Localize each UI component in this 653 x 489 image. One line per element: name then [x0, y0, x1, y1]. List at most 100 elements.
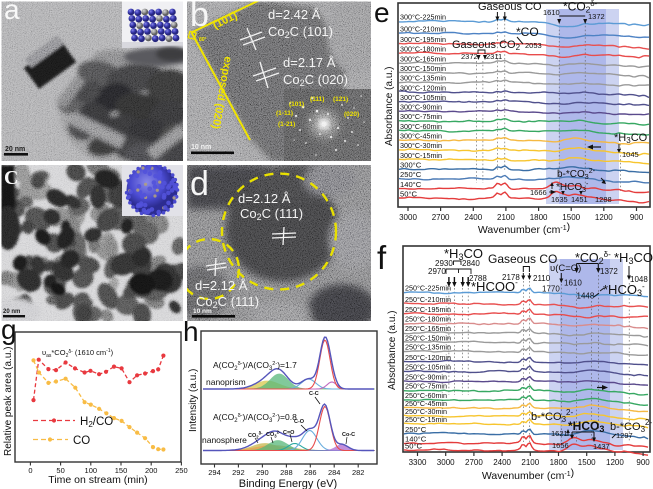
svg-text:250°C-45min: 250°C-45min: [405, 399, 447, 408]
svg-text:20 nm: 20 nm: [3, 309, 20, 315]
svg-text:e: e: [374, 0, 390, 28]
svg-text:250°C-30min: 250°C-30min: [405, 407, 447, 416]
svg-text:250°C-135min: 250°C-135min: [405, 343, 451, 352]
svg-text:1288: 1288: [595, 195, 612, 204]
svg-text:150: 150: [115, 466, 128, 475]
svg-text:1297: 1297: [616, 431, 633, 440]
svg-text:1437: 1437: [593, 442, 610, 451]
svg-text:2930: 2930: [435, 259, 453, 268]
svg-text:0: 0: [28, 466, 32, 475]
svg-text:1770: 1770: [542, 285, 560, 294]
svg-text:nanoprism: nanoprism: [206, 377, 246, 387]
svg-text:1451: 1451: [571, 195, 588, 204]
svg-text:300°C-120min: 300°C-120min: [400, 83, 446, 92]
svg-text:Gaseous CO: Gaseous CO: [488, 252, 557, 266]
svg-text:250°C-225min: 250°C-225min: [405, 284, 451, 293]
svg-text:(1-11): (1-11): [276, 110, 293, 117]
svg-text:300°C: 300°C: [400, 161, 422, 170]
svg-text:250°C-75min: 250°C-75min: [405, 382, 447, 391]
svg-text:Gaseous CO: Gaseous CO: [478, 1, 542, 13]
svg-text:C-C: C-C: [309, 391, 319, 397]
svg-text:1800: 1800: [530, 213, 548, 222]
svg-text:Co2C (111): Co2C (111): [196, 294, 259, 310]
svg-text:*HCO3-: *HCO3-: [603, 282, 645, 298]
svg-text:f: f: [377, 239, 387, 276]
svg-text:Binding Energy (eV): Binding Energy (eV): [239, 478, 337, 489]
svg-text:292: 292: [232, 468, 245, 477]
svg-text:2100: 2100: [497, 213, 515, 222]
svg-text:250°C-15min: 250°C-15min: [405, 415, 447, 424]
svg-text:2100: 2100: [521, 458, 539, 467]
svg-text:2700: 2700: [432, 213, 450, 222]
svg-text:*H3CO: *H3CO: [444, 246, 483, 262]
svg-text:100: 100: [85, 466, 98, 475]
svg-text:300°C-165min: 300°C-165min: [400, 54, 446, 63]
svg-text:d=2.42 Å: d=2.42 Å: [268, 7, 321, 22]
svg-text:*HCOO-: *HCOO-: [471, 278, 518, 294]
svg-text:288: 288: [280, 468, 293, 477]
svg-text:C: C: [4, 167, 18, 189]
svg-text:Co2C (020): Co2C (020): [283, 72, 348, 88]
svg-text:Intensity (a.u.): Intensity (a.u.): [188, 369, 199, 432]
svg-text:300°C-15min: 300°C-15min: [400, 151, 442, 160]
svg-text:250°C-195min: 250°C-195min: [405, 305, 451, 314]
svg-text:g: g: [1, 314, 17, 345]
svg-text:1045: 1045: [622, 150, 639, 159]
svg-text:1621: 1621: [551, 429, 568, 438]
svg-text:900: 900: [636, 458, 650, 467]
svg-text:3000: 3000: [399, 213, 417, 222]
svg-text:1500: 1500: [562, 213, 580, 222]
svg-text:50°C: 50°C: [405, 441, 422, 450]
svg-text:250°C-60min: 250°C-60min: [405, 391, 447, 400]
svg-text:1372: 1372: [600, 267, 618, 276]
svg-text:*CO2δ-: *CO2δ-: [563, 0, 598, 15]
svg-text:300°C-225min: 300°C-225min: [400, 13, 446, 22]
svg-text:300°C-75min: 300°C-75min: [400, 112, 442, 121]
svg-text:(111): (111): [310, 96, 324, 103]
svg-text:CO: CO: [73, 435, 90, 447]
svg-text:1372: 1372: [588, 12, 605, 21]
svg-text:250°C-150min: 250°C-150min: [405, 333, 451, 342]
svg-text:*H3CO: *H3CO: [614, 132, 648, 145]
svg-text:Time on stream (min): Time on stream (min): [48, 474, 147, 486]
svg-text:140°C: 140°C: [400, 180, 422, 189]
svg-text:1048: 1048: [630, 275, 648, 284]
svg-text:290: 290: [256, 468, 269, 477]
svg-text:2700: 2700: [465, 458, 483, 467]
svg-text:2400: 2400: [464, 213, 482, 222]
svg-text:1200: 1200: [606, 458, 624, 467]
svg-text:250°C-180min: 250°C-180min: [405, 315, 451, 324]
svg-text:286: 286: [304, 468, 317, 477]
svg-text:300°C-60min: 300°C-60min: [400, 122, 442, 131]
svg-text:Co-C: Co-C: [342, 432, 355, 438]
svg-text:nanosphere: nanosphere: [202, 435, 247, 445]
svg-text:2788: 2788: [469, 274, 487, 283]
svg-text:300°C-150min: 300°C-150min: [400, 64, 446, 73]
svg-text:282: 282: [352, 468, 365, 477]
svg-text:1635: 1635: [551, 195, 568, 204]
svg-text:d=2.12 Å: d=2.12 Å: [238, 191, 291, 206]
svg-text:250°C-90min: 250°C-90min: [405, 372, 447, 381]
svg-text:d: d: [190, 165, 209, 203]
svg-text:Gaseous CO2: Gaseous CO2: [452, 39, 521, 52]
svg-text:200: 200: [145, 466, 158, 475]
svg-text:300°C-180min: 300°C-180min: [400, 45, 446, 54]
svg-text:2970: 2970: [428, 267, 446, 276]
svg-text:1500: 1500: [578, 458, 596, 467]
svg-text:3300: 3300: [409, 458, 427, 467]
svg-text:d=2.17 Å: d=2.17 Å: [283, 55, 336, 70]
svg-text:υas*CO2δ- (1610 cm-1): υas*CO2δ- (1610 cm-1): [42, 348, 114, 359]
svg-text:(101): (101): [289, 101, 304, 108]
svg-text:2178: 2178: [502, 273, 520, 282]
svg-text:1656: 1656: [552, 441, 569, 450]
svg-text:250°C-120min: 250°C-120min: [405, 353, 451, 362]
svg-text:294: 294: [208, 468, 221, 477]
svg-text:1448: 1448: [577, 292, 595, 301]
svg-text:140°C: 140°C: [405, 435, 427, 444]
svg-text:(121): (121): [333, 96, 348, 103]
svg-text:1610: 1610: [543, 8, 560, 17]
svg-text:250°C-210min: 250°C-210min: [405, 295, 451, 304]
svg-text:a: a: [4, 0, 20, 25]
svg-text:250°C-105min: 250°C-105min: [405, 363, 451, 372]
svg-text:*CO: *CO: [516, 25, 539, 39]
